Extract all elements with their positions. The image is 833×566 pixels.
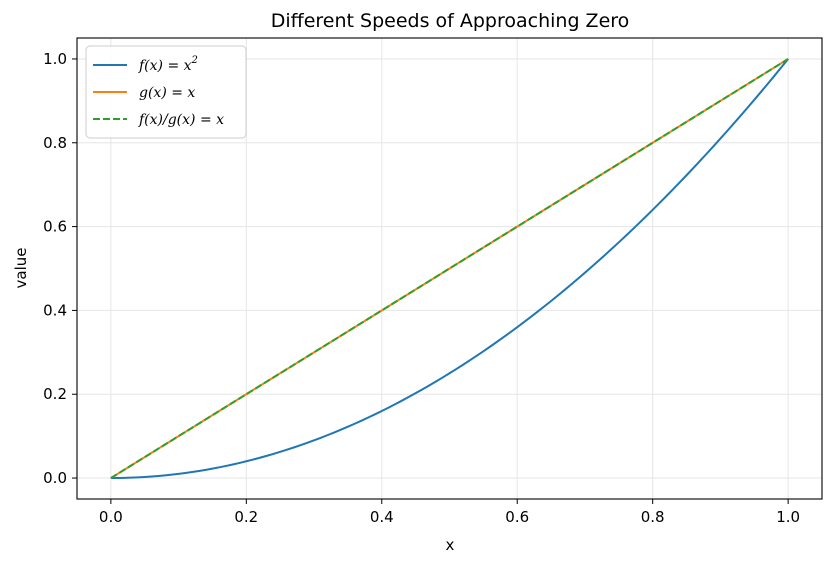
x-tick-label: 0.8 (641, 508, 665, 526)
ticks: 0.0 0.2 0.4 0.6 0.8 1.0 0.0 0.2 0.4 0.6 0.8 1.0 (43, 50, 800, 526)
y-tick-label: 0.8 (43, 134, 67, 152)
x-tick-label: 0.0 (99, 508, 123, 526)
x-tick-label: 1.0 (776, 508, 800, 526)
legend: f(x) = x2 g(x) = x f(x)/g(x) = x (85, 45, 247, 139)
x-tick-label: 0.4 (370, 508, 394, 526)
series-line-ratio (110, 58, 789, 479)
y-axis-label: value (12, 248, 30, 289)
legend-frame (85, 45, 247, 139)
legend-label-ratio: f(x)/g(x) = x (138, 112, 224, 128)
series-group (110, 58, 789, 480)
legend-label-g: g(x) = x (139, 85, 195, 101)
chart-title: Different Speeds of Approaching Zero (271, 10, 630, 32)
y-tick-label: 0.4 (43, 301, 67, 319)
plot-frame (76, 37, 823, 500)
y-tick-label: 0.0 (43, 469, 67, 487)
x-tick-label: 0.2 (234, 508, 258, 526)
x-tick-label: 0.6 (505, 508, 529, 526)
series-line-f (110, 58, 789, 480)
legend-label-f-exponent: 2 (191, 55, 198, 66)
y-tick-label: 1.0 (43, 50, 67, 68)
y-tick-label: 0.2 (43, 385, 67, 403)
legend-label-f: f(x) = x2 (138, 55, 198, 74)
x-axis-label: x (446, 536, 455, 554)
y-tick-label: 0.6 (43, 218, 67, 236)
